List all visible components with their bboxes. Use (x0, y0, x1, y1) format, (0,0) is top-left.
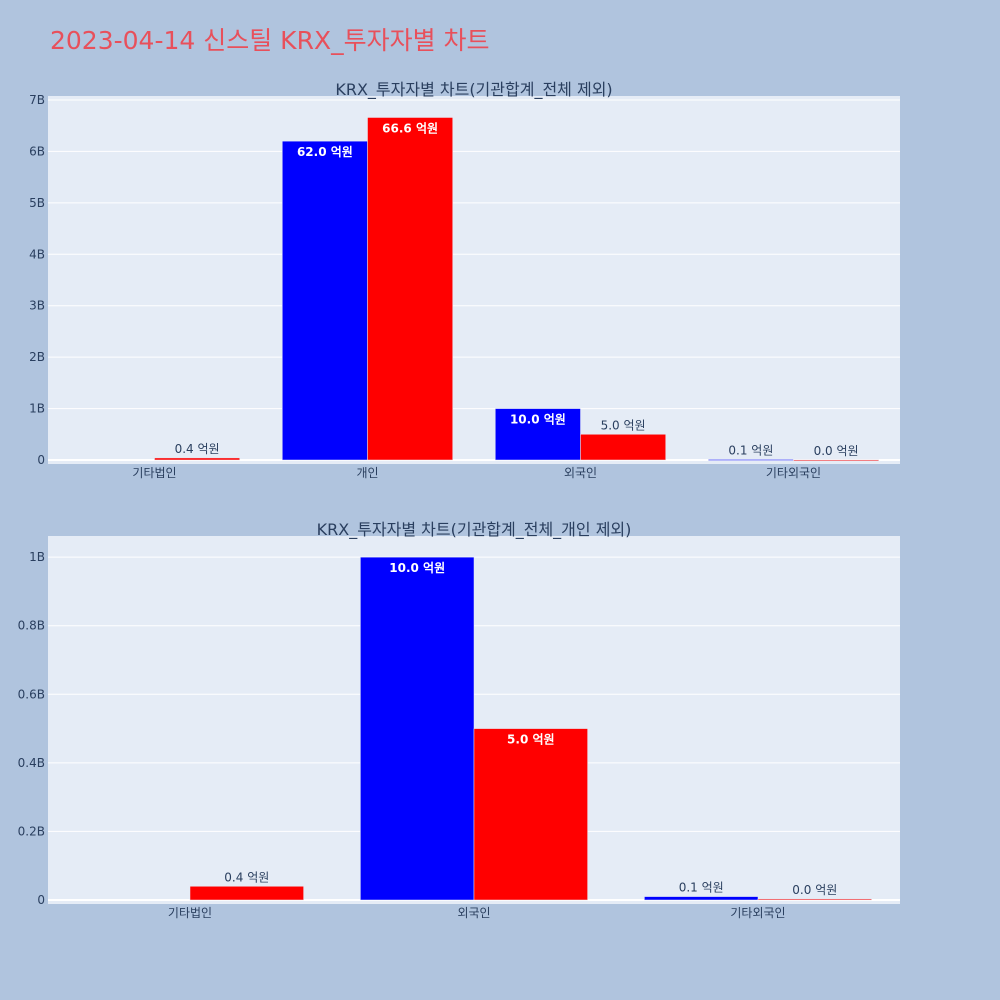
chart-title: KRX_투자자별 차트(기관합계_전체 제외) (335, 80, 612, 100)
bar (154, 457, 240, 461)
data-label: 62.0 억원 (297, 145, 353, 159)
bar (360, 556, 475, 901)
y-tick-label: 0 (37, 893, 45, 907)
page-title: 2023-04-14 신스틸 KRX_투자자별 차트 (50, 26, 490, 55)
data-label: 0.4 억원 (224, 870, 269, 884)
chart-title: KRX_투자자별 차트(기관합계_전체_개인 제외) (317, 520, 632, 540)
bar (757, 898, 872, 901)
chart-investor-excl-individual: 0 0.2B 0.4B 0.6B 0.8B 1B KRX_투자자별 차트(기관합계_전체_개… (18, 520, 900, 920)
data-label: 10.0 억원 (510, 413, 566, 427)
y-tick-label: 0.6B (18, 687, 45, 701)
bar (367, 117, 453, 461)
data-label: 5.0 억원 (507, 733, 555, 747)
x-tick-label: 기타법인 (168, 906, 212, 920)
data-label: 10.0 억원 (389, 561, 445, 575)
bar (282, 140, 368, 461)
bar (793, 459, 879, 462)
x-tick-label: 기타외국인 (730, 906, 785, 920)
y-tick-label: 0.2B (18, 824, 45, 838)
bar (644, 896, 759, 901)
bar (708, 459, 794, 461)
bar (580, 434, 666, 461)
y-tick-label: 3B (29, 299, 45, 313)
chart-investor-all: 0 1B 2B 3B 4B 5B 6B 7B KRX_투자자별 차트(기관합계_전체 제외) 기타… (29, 80, 900, 480)
x-tick-label: 개인 (356, 466, 378, 480)
x-tick-label: 기타법인 (132, 466, 176, 480)
y-tick-label: 5B (29, 196, 45, 210)
plot-area (48, 96, 900, 464)
x-tick-label: 기타외국인 (766, 466, 821, 480)
data-label: 0.1 억원 (728, 443, 773, 457)
y-tick-label: 2B (29, 350, 45, 364)
y-tick-label: 1B (29, 550, 45, 564)
data-label: 5.0 억원 (601, 418, 646, 432)
y-tick-label: 4B (29, 247, 45, 261)
y-tick-label: 0.4B (18, 756, 45, 770)
y-tick-label: 0.8B (18, 619, 45, 633)
y-tick-label: 0 (37, 453, 45, 467)
y-tick-label: 7B (29, 93, 45, 107)
bar (189, 886, 304, 901)
bar (473, 728, 588, 901)
data-label: 0.0 억원 (814, 444, 859, 458)
x-tick-label: 외국인 (457, 906, 490, 920)
x-tick-label: 외국인 (564, 466, 597, 480)
y-tick-label: 6B (29, 144, 45, 158)
data-label: 0.1 억원 (679, 881, 724, 895)
data-label: 66.6 억원 (382, 121, 438, 135)
data-label: 0.4 억원 (175, 442, 220, 456)
bar (495, 408, 581, 461)
y-tick-label: 1B (29, 402, 45, 416)
data-label: 0.0 억원 (792, 883, 837, 897)
